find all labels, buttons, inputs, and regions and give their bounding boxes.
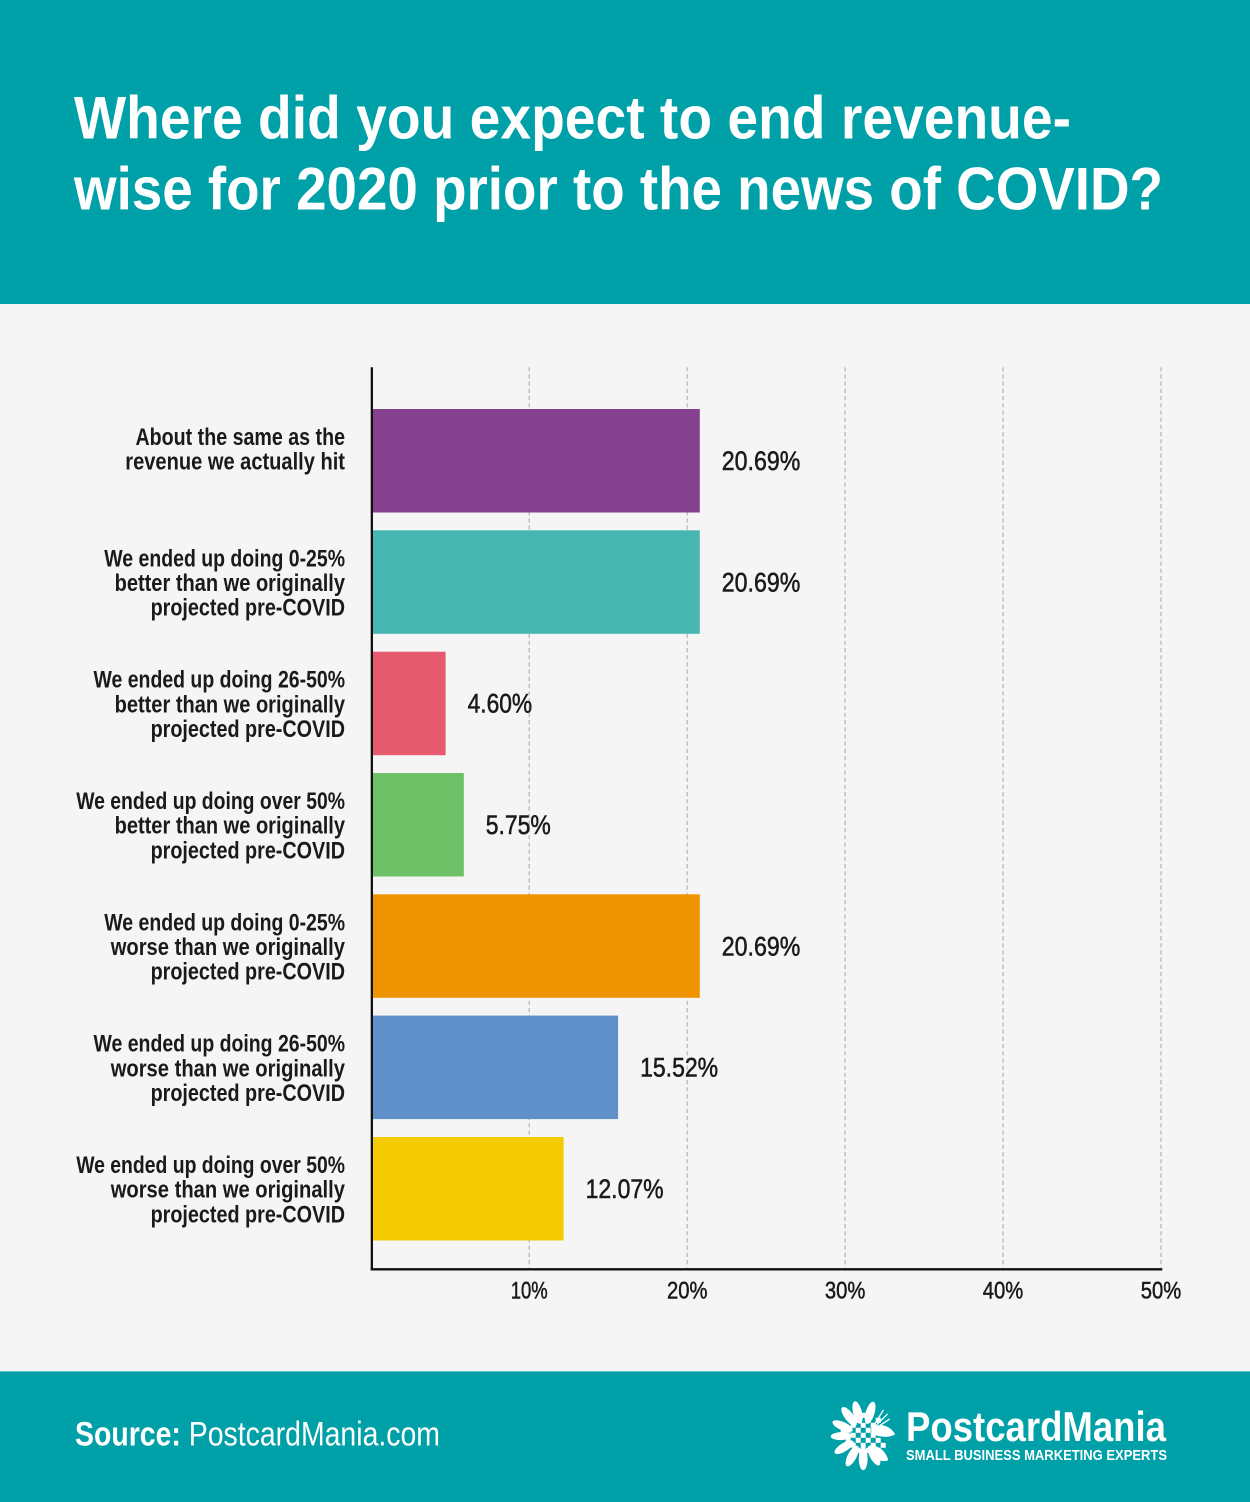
svg-text:10%: 10% bbox=[511, 1278, 548, 1305]
svg-text:revenue we actually hit: revenue we actually hit bbox=[125, 449, 345, 476]
svg-text:40%: 40% bbox=[983, 1278, 1024, 1305]
svg-text:About the same as the: About the same as the bbox=[136, 424, 346, 451]
svg-text:50%: 50% bbox=[1141, 1278, 1182, 1305]
svg-text:better than we originally: better than we originally bbox=[115, 570, 346, 597]
svg-text:better than we originally: better than we originally bbox=[115, 813, 346, 840]
svg-text:12.07%: 12.07% bbox=[586, 1174, 664, 1204]
svg-text:We ended up doing over 50%: We ended up doing over 50% bbox=[76, 1152, 345, 1179]
svg-text:4.60%: 4.60% bbox=[468, 689, 532, 719]
svg-text:5.75%: 5.75% bbox=[486, 810, 551, 840]
svg-text:Where did you expect to end re: Where did you expect to end revenue- bbox=[74, 85, 1071, 152]
svg-text:projected pre-COVID: projected pre-COVID bbox=[151, 1080, 345, 1107]
svg-text:projected pre-COVID: projected pre-COVID bbox=[151, 716, 345, 743]
svg-text:20.69%: 20.69% bbox=[722, 446, 801, 476]
svg-text:projected pre-COVID: projected pre-COVID bbox=[151, 959, 345, 986]
svg-text:We ended up doing 26-50%: We ended up doing 26-50% bbox=[94, 1031, 346, 1058]
svg-text:SMALL BUSINESS MARKETING EXPER: SMALL BUSINESS MARKETING EXPERTS bbox=[906, 1448, 1167, 1464]
svg-text:20.69%: 20.69% bbox=[722, 931, 801, 961]
svg-text:We ended up doing 26-50%: We ended up doing 26-50% bbox=[94, 667, 346, 694]
svg-text:20.69%: 20.69% bbox=[722, 567, 801, 597]
svg-text:30%: 30% bbox=[825, 1278, 866, 1305]
svg-text:worse than we originally: worse than we originally bbox=[110, 1177, 346, 1204]
svg-text:We ended up doing 0-25%: We ended up doing 0-25% bbox=[104, 909, 345, 936]
svg-text:wise for 2020 prior to the new: wise for 2020 prior to the news of COVID… bbox=[73, 156, 1163, 223]
svg-text:worse than we originally: worse than we originally bbox=[110, 1055, 346, 1082]
svg-text:worse than we originally: worse than we originally bbox=[110, 934, 346, 961]
svg-text:projected pre-COVID: projected pre-COVID bbox=[151, 837, 345, 864]
svg-text:We ended up doing 0-25%: We ended up doing 0-25% bbox=[104, 545, 345, 572]
svg-text:Source: PostcardMania.com: Source: PostcardMania.com bbox=[75, 1415, 440, 1453]
svg-text:We ended up doing over 50%: We ended up doing over 50% bbox=[76, 788, 345, 815]
svg-text:20%: 20% bbox=[667, 1278, 708, 1305]
svg-text:projected pre-COVID: projected pre-COVID bbox=[151, 595, 345, 622]
svg-text:PostcardMania: PostcardMania bbox=[906, 1403, 1167, 1450]
svg-text:projected pre-COVID: projected pre-COVID bbox=[151, 1201, 345, 1228]
svg-text:15.52%: 15.52% bbox=[640, 1053, 718, 1083]
svg-text:better than we originally: better than we originally bbox=[115, 691, 346, 718]
